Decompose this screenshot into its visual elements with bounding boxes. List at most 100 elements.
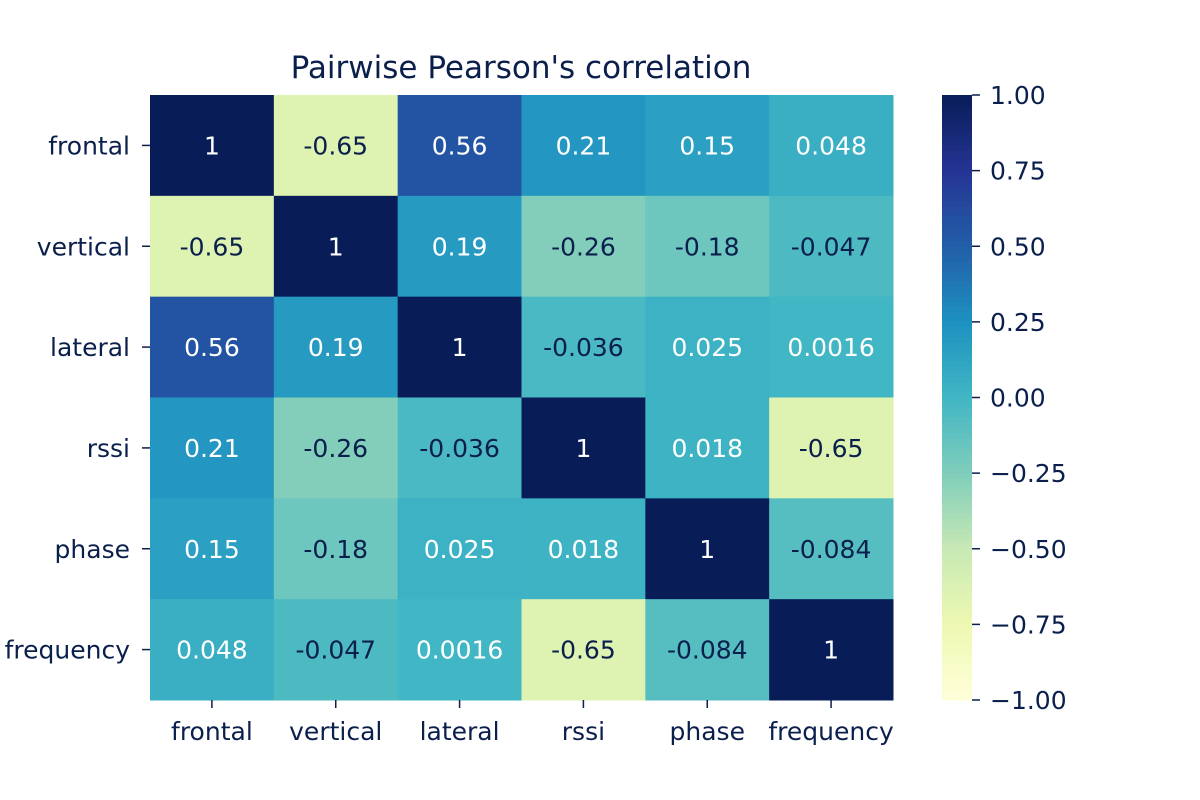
colorbar-segment [942, 170, 972, 177]
heatmap-cell-phase-frequency [769, 498, 894, 600]
colorbar-segment [942, 261, 972, 268]
heatmap-cell-lateral-frontal [150, 296, 275, 398]
colorbar-segment [942, 629, 972, 636]
colorbar-segment [942, 417, 972, 424]
y-tick-label: frequency [5, 636, 131, 665]
colorbar-segment [942, 634, 972, 641]
colorbar-segment [942, 362, 972, 368]
x-tick-label: frontal [171, 717, 253, 746]
heatmap-cell-phase-rssi [521, 498, 646, 600]
heatmap-cell-frontal-lateral [397, 95, 522, 197]
colorbar-segment [942, 589, 972, 595]
colorbar-segment [942, 326, 972, 333]
y-tick-label: rssi [87, 434, 130, 463]
colorbar-segment [942, 276, 972, 283]
colorbar-segment [942, 674, 972, 681]
colorbar-segment [942, 432, 972, 439]
cell-annotation: -0.036 [543, 333, 624, 362]
colorbar-segment [942, 286, 972, 293]
colorbar-segment [942, 513, 972, 520]
colorbar-segment [942, 145, 972, 152]
colorbar-segment [942, 619, 972, 625]
cell-annotation: -0.084 [791, 535, 872, 564]
colorbar-segment [942, 251, 972, 257]
heatmap-cell-phase-vertical [273, 498, 399, 600]
colorbar-segment [942, 266, 972, 273]
cell-annotation: -0.26 [303, 434, 368, 463]
cell-annotation: 0.19 [308, 333, 364, 362]
heatmap-cell-frequency-frequency [769, 599, 894, 701]
heatmap-cell-frontal-phase [645, 95, 770, 197]
cell-annotation: 1 [699, 535, 715, 564]
heatmap-cell-vertical-frontal [150, 195, 275, 298]
x-tick-label: rssi [562, 717, 605, 746]
heatmap-cell-lateral-phase [645, 296, 770, 398]
colorbar-segment [942, 533, 972, 540]
colorbar-segment [942, 664, 972, 671]
colorbar-segment [942, 639, 972, 646]
colorbar-segment [942, 190, 972, 197]
heatmap-cell-lateral-vertical [273, 296, 399, 398]
heatmap-cell-frequency-frontal [150, 599, 275, 701]
colorbar-segment [942, 241, 972, 247]
colorbar-segment [942, 231, 972, 237]
colorbar-segment [942, 150, 972, 157]
heatmap-cell-vertical-vertical [273, 195, 399, 298]
cell-annotation: 0.56 [184, 333, 240, 362]
colorbar-segment [942, 372, 972, 378]
colorbar-segment [942, 463, 972, 469]
colorbar-segment [942, 140, 972, 147]
colorbar-segment [942, 568, 972, 575]
cell-annotation: -0.26 [551, 232, 616, 261]
cell-annotation: -0.65 [799, 434, 864, 463]
cell-annotation: 0.15 [679, 131, 735, 160]
heatmap-cell-lateral-frequency [769, 296, 894, 398]
colorbar-segment [942, 508, 972, 515]
heatmap-cell-vertical-lateral [397, 195, 522, 298]
cell-annotation: 0.56 [432, 131, 488, 160]
heatmap-cell-rssi-lateral [397, 397, 522, 499]
heatmap-cells [150, 95, 894, 701]
colorbar-segment [942, 357, 972, 363]
colorbar-segment [942, 352, 972, 358]
chart-title: Pairwise Pearson's correlation [291, 50, 752, 86]
colorbar-segment [942, 392, 972, 399]
cell-annotation: -0.65 [303, 131, 368, 160]
heatmap-cell-lateral-rssi [521, 296, 646, 398]
heatmap-cell-vertical-rssi [521, 195, 646, 298]
heatmap-cell-rssi-frequency [769, 397, 894, 499]
colorbar-segment [942, 669, 972, 676]
colorbar-segment [942, 367, 972, 373]
colorbar-segment [942, 538, 972, 545]
colorbar-segment [942, 402, 972, 409]
cell-annotation: 0.048 [176, 636, 248, 665]
colorbar-segment [942, 155, 972, 162]
colorbar-segment [942, 679, 972, 686]
colorbar-segment [942, 528, 972, 535]
colorbar-segment [942, 614, 972, 620]
cell-annotation: -0.18 [675, 232, 740, 261]
colorbar-segment [942, 483, 972, 489]
colorbar-segment [942, 221, 972, 227]
colorbar-segment [942, 316, 972, 323]
colorbar-segment [942, 160, 972, 167]
colorbar-segment [942, 205, 972, 212]
colorbar-tick-label: 0.75 [990, 157, 1046, 186]
heatmap-cell-frontal-frontal [150, 95, 275, 197]
x-tick-label: vertical [289, 717, 382, 746]
colorbar-segment [942, 654, 972, 661]
heatmap-cell-rssi-rssi [521, 397, 646, 499]
colorbar-segment [942, 584, 972, 590]
colorbar-segment [942, 452, 972, 459]
colorbar-segment [942, 689, 972, 696]
colorbar-segment [942, 558, 972, 565]
colorbar-segment [942, 573, 972, 580]
colorbar-segment [942, 216, 972, 222]
heatmap-cell-frequency-rssi [521, 599, 646, 701]
cell-annotation: 1 [575, 434, 591, 463]
colorbar-segment [942, 397, 972, 404]
colorbar-segment [942, 236, 972, 242]
cell-annotation: 0.0016 [416, 636, 503, 665]
colorbar-tick-label: 0.25 [990, 308, 1046, 337]
heatmap-cell-rssi-frontal [150, 397, 275, 499]
